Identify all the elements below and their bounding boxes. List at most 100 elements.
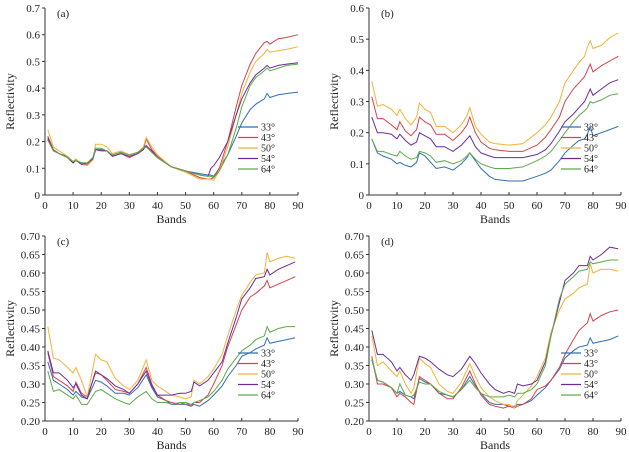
x-tick-label: 10 xyxy=(68,200,80,212)
x-tick-label: 80 xyxy=(264,426,276,438)
y-tick-label: 0 xyxy=(359,190,365,202)
series-line-64deg xyxy=(47,325,296,405)
legend-label: 54° xyxy=(584,154,598,165)
x-tick-label: 90 xyxy=(616,426,628,438)
legend-label: 33° xyxy=(261,349,275,360)
x-tick-label: 20 xyxy=(96,426,108,438)
x-tick-label: 70 xyxy=(560,200,572,212)
legend-label: 43° xyxy=(584,359,598,370)
subplot-b: 0 10 20 30 40 50 60 70 80 90 0 0.1 0.2 0.3 0.4 0.5 0.6 Ba… xyxy=(327,3,627,226)
x-tick-label: 30 xyxy=(448,426,460,438)
x-tick-label: 50 xyxy=(180,200,192,212)
y-tick-label: 0.3 xyxy=(350,97,364,109)
y-tick-label: 0.5 xyxy=(26,56,40,68)
legend-label: 33° xyxy=(584,123,598,134)
x-tick-label: 50 xyxy=(504,426,516,438)
y-tick-label: 0.2 xyxy=(26,137,40,149)
x-tick-label: 40 xyxy=(476,200,488,212)
y-tick-label: 0.25 xyxy=(345,398,365,410)
x-tick-label: 60 xyxy=(532,200,544,212)
series-line-54deg xyxy=(47,261,296,400)
y-tick-label: 0.1 xyxy=(350,159,364,171)
y-tick-label: 0.50 xyxy=(345,305,365,317)
legend-label: 54° xyxy=(261,380,275,391)
x-tick-label: 10 xyxy=(392,200,404,212)
legend-label: 50° xyxy=(261,144,275,155)
y-tick-label: 0.1 xyxy=(26,163,40,175)
legend-label: 64° xyxy=(261,391,275,402)
x-tick-label: 80 xyxy=(264,200,276,212)
panel-label: (c) xyxy=(57,236,70,248)
y-tick-label: 0.70 xyxy=(345,231,365,243)
x-tick-label: 50 xyxy=(180,426,192,438)
series-line-43deg xyxy=(47,276,296,407)
subplot-d: 0 10 20 30 40 50 60 70 80 90 0.20 0.25 0.30 0.35 0.40 0… xyxy=(327,231,627,452)
legend-label: 64° xyxy=(584,165,598,176)
x-axis-label: Bands xyxy=(157,212,187,226)
legend-label: 64° xyxy=(261,165,275,176)
x-tick-label: 40 xyxy=(152,426,164,438)
y-tick-label: 0.5 xyxy=(350,34,364,46)
legend-label: 50° xyxy=(584,370,598,381)
x-tick-label: 20 xyxy=(96,200,108,212)
series-line-64deg xyxy=(47,63,299,179)
series-line-54deg xyxy=(371,79,619,159)
x-tick-label: 40 xyxy=(152,200,164,212)
x-tick-label: 30 xyxy=(124,426,136,438)
y-tick-label: 0.45 xyxy=(21,324,41,336)
subplot-c: 0 10 20 30 40 50 60 70 80 90 0.20 0.25 0.30 0.35 0.40 0… xyxy=(3,231,304,452)
x-tick-label: 30 xyxy=(124,200,136,212)
subplot-a: 0 10 20 30 40 50 60 70 80 90 0 0.1 0.2 0.3 0.4 0.5 0.6 0.… xyxy=(3,3,304,226)
y-tick-label: 0.35 xyxy=(21,361,41,373)
series-line-54deg xyxy=(371,246,619,394)
legend-label: 43° xyxy=(584,133,598,144)
y-tick-label: 0.6 xyxy=(26,30,40,42)
y-tick-label: 0.50 xyxy=(21,305,41,317)
x-tick-label: 80 xyxy=(588,200,600,212)
x-tick-label: 70 xyxy=(560,426,572,438)
x-tick-label: 30 xyxy=(448,200,460,212)
y-axis-label: Reflectivity xyxy=(3,300,17,357)
y-tick-label: 0.55 xyxy=(345,287,365,299)
y-axis-label: Reflectivity xyxy=(327,73,341,130)
y-tick-label: 0.60 xyxy=(21,268,41,280)
x-tick-label: 70 xyxy=(236,426,248,438)
x-tick-label: 0 xyxy=(366,200,372,212)
x-tick-label: 20 xyxy=(420,200,432,212)
x-tick-label: 90 xyxy=(616,200,628,212)
y-tick-label: 0.3 xyxy=(26,110,40,122)
x-tick-label: 0 xyxy=(42,426,48,438)
x-axis-label: Bands xyxy=(480,438,510,452)
y-tick-label: 0.60 xyxy=(345,268,365,280)
series-line-54deg xyxy=(47,62,299,177)
y-tick-label: 0.40 xyxy=(21,342,41,354)
x-tick-label: 0 xyxy=(42,200,48,212)
series-line-50deg xyxy=(47,252,296,400)
y-tick-label: 0 xyxy=(35,190,41,202)
series-line-50deg xyxy=(371,263,619,409)
y-tick-label: 0.4 xyxy=(350,65,364,77)
y-tick-label: 0.70 xyxy=(21,231,41,243)
panel-label: (a) xyxy=(57,8,70,20)
x-tick-label: 20 xyxy=(420,426,432,438)
legend-label: 43° xyxy=(261,359,275,370)
x-tick-label: 0 xyxy=(366,426,372,438)
y-tick-label: 0.30 xyxy=(21,379,41,391)
legend-label: 50° xyxy=(584,144,598,155)
x-tick-label: 60 xyxy=(208,200,220,212)
x-tick-label: 10 xyxy=(68,426,80,438)
series-line-43deg xyxy=(371,55,619,152)
series-line-50deg xyxy=(371,32,619,146)
series-line-43deg xyxy=(371,309,619,409)
x-tick-label: 90 xyxy=(293,426,305,438)
x-tick-label: 60 xyxy=(532,426,544,438)
x-tick-label: 60 xyxy=(208,426,220,438)
legend-label: 64° xyxy=(584,391,598,402)
legend-label: 33° xyxy=(261,123,275,134)
y-tick-label: 0.25 xyxy=(21,398,41,410)
y-tick-label: 0.45 xyxy=(345,324,365,336)
panel-label: (d) xyxy=(381,236,394,248)
panel-label: (b) xyxy=(381,8,394,20)
y-tick-label: 0.2 xyxy=(350,128,364,140)
y-tick-label: 0.30 xyxy=(345,379,365,391)
